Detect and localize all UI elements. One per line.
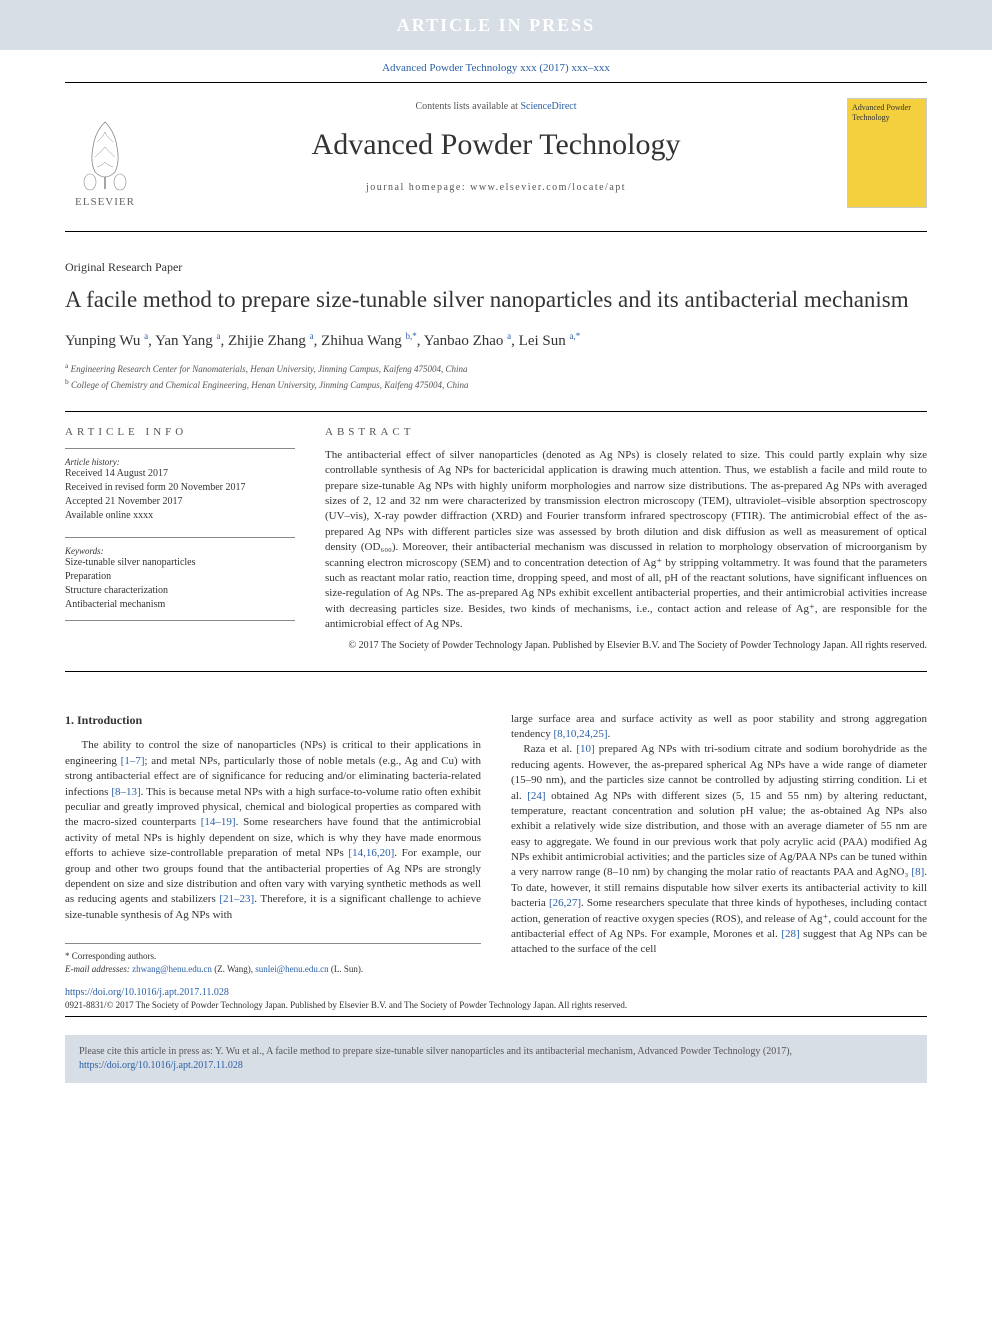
elsevier-logo[interactable]: ELSEVIER <box>65 98 145 208</box>
keyword-item: Structure characterization <box>65 584 295 598</box>
keyword-item: Size-tunable silver nanoparticles <box>65 556 295 570</box>
abstract-column: ABSTRACT The antibacterial effect of sil… <box>325 426 927 653</box>
doi-line: https://doi.org/10.1016/j.apt.2017.11.02… <box>65 987 927 998</box>
article-type: Original Research Paper <box>65 260 927 275</box>
contents-line: Contents lists available at ScienceDirec… <box>65 101 927 112</box>
cite-box: Please cite this article in press as: Y.… <box>65 1035 927 1083</box>
abstract-text: The antibacterial effect of silver nanop… <box>325 448 927 633</box>
body-columns: 1. Introduction The ability to control t… <box>65 712 927 976</box>
body-paragraph: large surface area and surface activity … <box>511 712 927 958</box>
doi-link[interactable]: https://doi.org/10.1016/j.apt.2017.11.02… <box>65 987 229 998</box>
introduction-heading: 1. Introduction <box>65 712 481 729</box>
journal-header-center: Contents lists available at ScienceDirec… <box>65 83 927 193</box>
history-item: Received 14 August 2017 <box>65 467 295 481</box>
banner-text: ARTICLE IN PRESS <box>397 15 595 36</box>
divider <box>65 411 927 412</box>
corresponding-star: * Corresponding authors. <box>65 950 481 963</box>
body-paragraph: The ability to control the size of nanop… <box>65 738 481 923</box>
body-column-right: large surface area and surface activity … <box>511 712 927 976</box>
article-info-column: ARTICLE INFO Article history: Received 1… <box>65 426 295 653</box>
issn-line: 0921-8831/© 2017 The Society of Powder T… <box>65 1000 927 1017</box>
elsevier-tree-icon <box>75 117 135 192</box>
citation-top: Advanced Powder Technology xxx (2017) xx… <box>0 50 992 82</box>
article-info-label: ARTICLE INFO <box>65 426 295 438</box>
corresponding-authors-note: * Corresponding authors. E-mail addresse… <box>65 943 481 975</box>
history-item: Received in revised form 20 November 201… <box>65 481 295 495</box>
article-in-press-banner: ARTICLE IN PRESS <box>0 0 992 50</box>
cite-doi-link[interactable]: https://doi.org/10.1016/j.apt.2017.11.02… <box>79 1060 243 1071</box>
journal-cover-thumb[interactable]: Advanced Powder Technology <box>847 98 927 208</box>
abstract-label: ABSTRACT <box>325 426 927 438</box>
info-abstract-row: ARTICLE INFO Article history: Received 1… <box>65 426 927 672</box>
cover-title: Advanced Powder Technology <box>852 103 922 122</box>
article-title: A facile method to prepare size-tunable … <box>65 285 927 315</box>
abstract-copyright: © 2017 The Society of Powder Technology … <box>325 639 927 653</box>
authors-list: Yunping Wu a, Yan Yang a, Zhijie Zhang a… <box>65 331 927 350</box>
sciencedirect-link[interactable]: ScienceDirect <box>520 101 576 112</box>
email-link-1[interactable]: zhwang@henu.edu.cn <box>132 964 212 974</box>
elsevier-name: ELSEVIER <box>75 196 135 208</box>
history-item: Accepted 21 November 2017 <box>65 495 295 509</box>
journal-name: Advanced Powder Technology <box>65 128 927 162</box>
history-item: Available online xxxx <box>65 509 295 523</box>
affiliations: a Engineering Research Center for Nanoma… <box>65 360 927 393</box>
corresponding-emails: E-mail addresses: zhwang@henu.edu.cn (Z.… <box>65 963 481 976</box>
email-link-2[interactable]: sunlei@henu.edu.cn <box>255 964 328 974</box>
keyword-item: Antibacterial mechanism <box>65 598 295 621</box>
journal-homepage: journal homepage: www.elsevier.com/locat… <box>65 182 927 193</box>
keyword-item: Preparation <box>65 570 295 584</box>
keywords-label: Keywords: <box>65 537 295 556</box>
history-label: Article history: <box>65 448 295 467</box>
body-column-left: 1. Introduction The ability to control t… <box>65 712 481 976</box>
journal-header: ELSEVIER Contents lists available at Sci… <box>65 82 927 232</box>
